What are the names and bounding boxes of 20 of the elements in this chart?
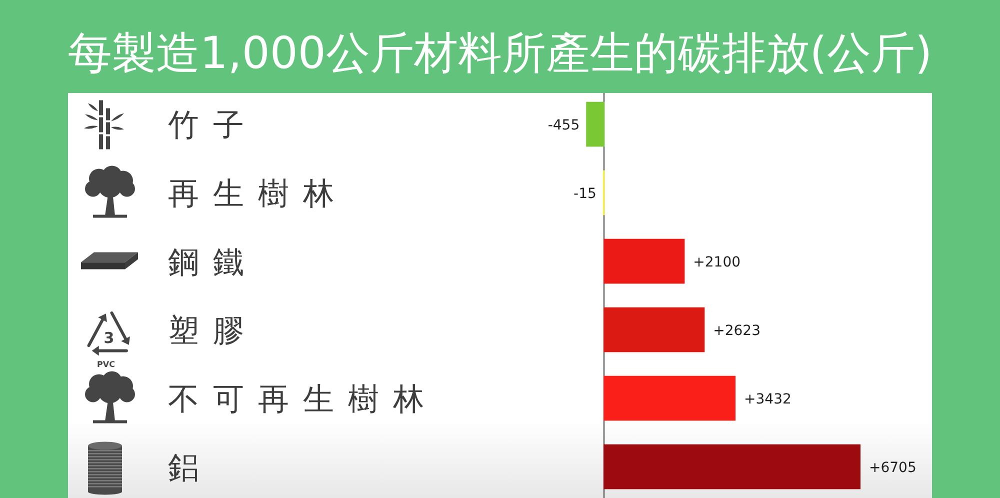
y-tick-label: 竹子 [168,107,258,144]
bar [586,102,604,147]
y-tick-label: 塑膠 [168,312,258,349]
data-label: -455 [548,117,580,134]
text: 3 [104,328,114,347]
bar [604,376,736,421]
y-tick-label: 不可再生樹林 [168,381,438,418]
text: PVC [97,360,116,369]
y-tick-label: 鋁 [168,450,213,486]
bar [604,238,685,284]
data-label: -15 [574,186,596,202]
y-tick-label: 再生樹林 [168,176,348,212]
data-label: +3432 [744,391,792,408]
bar [604,444,860,490]
y-tick-label: 鋼鐵 [168,244,258,280]
data-label: +6705 [869,460,916,476]
bar [604,307,705,352]
data-label: +2100 [693,254,741,270]
data-label: +2623 [713,322,761,339]
chart-title: 每製造1,000公斤材料所產生的碳排放(公斤) [68,28,932,79]
